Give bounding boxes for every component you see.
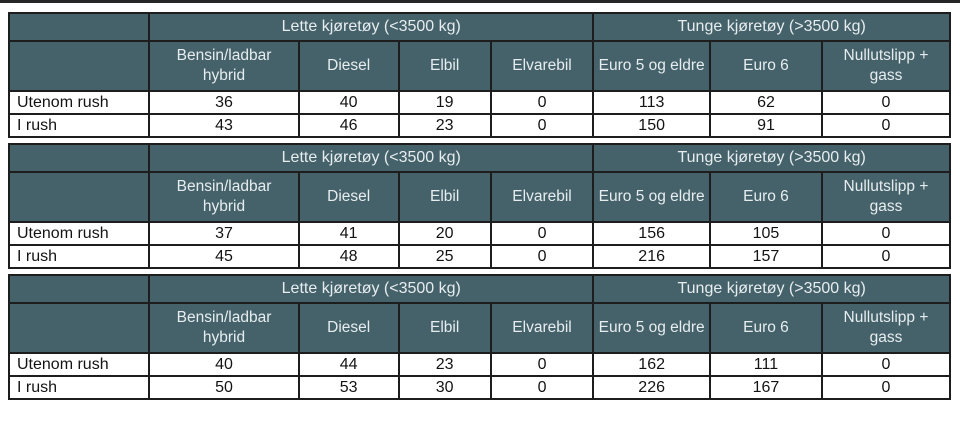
heavy-vehicles-group-header: Tunge kjøretøy (>3500 kg) — [592, 12, 951, 42]
table-row: I rush 50 53 30 0 226 167 0 — [7, 375, 952, 400]
row-label-utenom-rush: Utenom rush — [7, 90, 151, 115]
value-cell: 50 — [148, 375, 300, 400]
value-cell: 53 — [297, 375, 400, 400]
value-cell: 0 — [820, 90, 952, 115]
value-cell: 111 — [708, 352, 823, 377]
table-row: I rush 43 46 23 0 150 91 0 — [7, 113, 952, 138]
value-cell: 162 — [592, 352, 711, 377]
col-header-euro5-og-eldre: Euro 5 og eldre — [592, 40, 711, 92]
table-row: Utenom rush 36 40 19 0 113 62 0 — [7, 90, 952, 115]
value-cell: 23 — [397, 352, 492, 377]
row-label-i-rush: I rush — [7, 244, 151, 269]
value-cell: 0 — [489, 375, 595, 400]
value-cell: 48 — [297, 244, 400, 269]
toll-table-2: Lette kjøretøy (<3500 kg) Tunge kjøretøy… — [7, 143, 952, 269]
table-row: Utenom rush 40 44 23 0 162 111 0 — [7, 352, 952, 377]
value-cell: 156 — [592, 221, 711, 246]
light-vehicles-group-header: Lette kjøretøy (<3500 kg) — [148, 143, 595, 173]
value-cell: 157 — [708, 244, 823, 269]
col-header-bensin-ladbar-hybrid: Bensin/ladbar hybrid — [148, 171, 300, 223]
value-cell: 0 — [820, 221, 952, 246]
table-row: I rush 45 48 25 0 216 157 0 — [7, 244, 952, 269]
value-cell: 167 — [708, 375, 823, 400]
table-row: Utenom rush 37 41 20 0 156 105 0 — [7, 221, 952, 246]
corner-cell — [7, 12, 151, 42]
value-cell: 0 — [489, 113, 595, 138]
value-cell: 226 — [592, 375, 711, 400]
value-cell: 0 — [820, 352, 952, 377]
value-cell: 45 — [148, 244, 300, 269]
col-header-diesel: Diesel — [297, 171, 400, 223]
corner-cell — [7, 40, 151, 92]
col-header-elbil: Elbil — [397, 171, 492, 223]
col-header-euro5-og-eldre: Euro 5 og eldre — [592, 171, 711, 223]
row-label-utenom-rush: Utenom rush — [7, 221, 151, 246]
group-header-row: Lette kjøretøy (<3500 kg) Tunge kjøretøy… — [7, 274, 951, 304]
value-cell: 0 — [820, 244, 952, 269]
corner-cell — [7, 302, 151, 354]
value-cell: 0 — [820, 375, 952, 400]
value-cell: 0 — [489, 244, 595, 269]
row-label-utenom-rush: Utenom rush — [7, 352, 151, 377]
value-cell: 0 — [820, 113, 952, 138]
toll-table-3: Lette kjøretøy (<3500 kg) Tunge kjøretøy… — [7, 274, 952, 400]
row-label-i-rush: I rush — [7, 375, 151, 400]
value-cell: 105 — [708, 221, 823, 246]
column-header-row: Bensin/ladbar hybrid Diesel Elbil Elvare… — [7, 302, 952, 354]
value-cell: 0 — [489, 221, 595, 246]
col-header-nullutslipp-gass: Nullutslipp + gass — [820, 171, 952, 223]
column-header-row: Bensin/ladbar hybrid Diesel Elbil Elvare… — [7, 40, 952, 92]
value-cell: 41 — [297, 221, 400, 246]
value-cell: 19 — [397, 90, 492, 115]
value-cell: 23 — [397, 113, 492, 138]
corner-cell — [7, 274, 151, 304]
heavy-vehicles-group-header: Tunge kjøretøy (>3500 kg) — [592, 274, 951, 304]
value-cell: 20 — [397, 221, 492, 246]
light-vehicles-group-header: Lette kjøretøy (<3500 kg) — [148, 12, 595, 42]
col-header-bensin-ladbar-hybrid: Bensin/ladbar hybrid — [148, 40, 300, 92]
col-header-nullutslipp-gass: Nullutslipp + gass — [820, 40, 952, 92]
col-header-diesel: Diesel — [297, 302, 400, 354]
value-cell: 0 — [489, 90, 595, 115]
col-header-euro6: Euro 6 — [708, 302, 823, 354]
value-cell: 30 — [397, 375, 492, 400]
value-cell: 113 — [592, 90, 711, 115]
column-header-row: Bensin/ladbar hybrid Diesel Elbil Elvare… — [7, 171, 952, 223]
group-header-row: Lette kjøretøy (<3500 kg) Tunge kjøretøy… — [7, 12, 951, 42]
top-divider-rule — [0, 0, 960, 3]
value-cell: 46 — [297, 113, 400, 138]
col-header-elvarebil: Elvarebil — [489, 302, 595, 354]
col-header-euro6: Euro 6 — [708, 40, 823, 92]
col-header-elvarebil: Elvarebil — [489, 40, 595, 92]
value-cell: 91 — [708, 113, 823, 138]
value-cell: 150 — [592, 113, 711, 138]
value-cell: 36 — [148, 90, 300, 115]
col-header-euro5-og-eldre: Euro 5 og eldre — [592, 302, 711, 354]
value-cell: 40 — [148, 352, 300, 377]
col-header-elbil: Elbil — [397, 40, 492, 92]
toll-table-1: Lette kjøretøy (<3500 kg) Tunge kjøretøy… — [7, 12, 952, 138]
col-header-bensin-ladbar-hybrid: Bensin/ladbar hybrid — [148, 302, 300, 354]
value-cell: 37 — [148, 221, 300, 246]
col-header-elvarebil: Elvarebil — [489, 171, 595, 223]
col-header-elbil: Elbil — [397, 302, 492, 354]
value-cell: 216 — [592, 244, 711, 269]
value-cell: 43 — [148, 113, 300, 138]
tables-container: Lette kjøretøy (<3500 kg) Tunge kjøretøy… — [0, 3, 960, 400]
light-vehicles-group-header: Lette kjøretøy (<3500 kg) — [148, 274, 595, 304]
value-cell: 62 — [708, 90, 823, 115]
group-header-row: Lette kjøretøy (<3500 kg) Tunge kjøretøy… — [7, 143, 951, 173]
value-cell: 44 — [297, 352, 400, 377]
value-cell: 40 — [297, 90, 400, 115]
row-label-i-rush: I rush — [7, 113, 151, 138]
corner-cell — [7, 171, 151, 223]
col-header-nullutslipp-gass: Nullutslipp + gass — [820, 302, 952, 354]
col-header-euro6: Euro 6 — [708, 171, 823, 223]
col-header-diesel: Diesel — [297, 40, 400, 92]
value-cell: 25 — [397, 244, 492, 269]
heavy-vehicles-group-header: Tunge kjøretøy (>3500 kg) — [592, 143, 951, 173]
value-cell: 0 — [489, 352, 595, 377]
corner-cell — [7, 143, 151, 173]
